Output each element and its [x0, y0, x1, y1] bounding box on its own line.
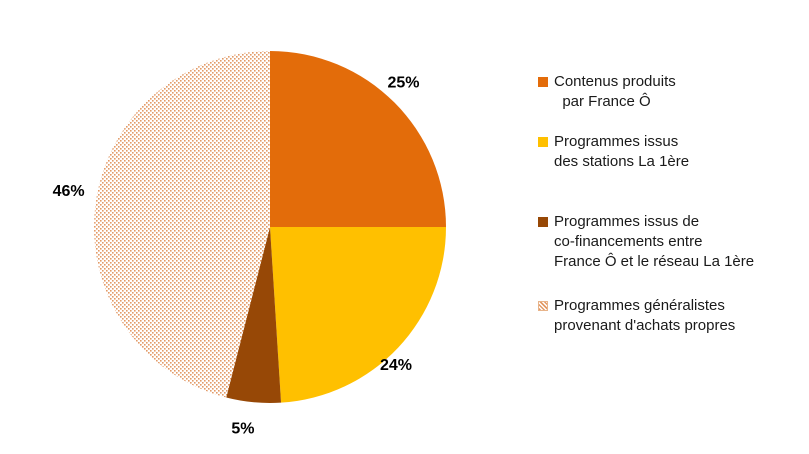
- legend-swatch: [538, 77, 548, 87]
- pie-slice: [270, 51, 446, 227]
- legend-label: Programmes issus des stations La 1ère: [554, 133, 690, 170]
- legend-swatch: [538, 137, 548, 147]
- legend-label: Contenus produits par France Ô: [554, 73, 676, 110]
- legend-item: Programmes issus des stations La 1ère: [538, 132, 754, 212]
- pie-slice: [270, 227, 446, 403]
- legend-item: Contenus produits par France Ô: [538, 72, 754, 132]
- pie-slice: [226, 227, 282, 403]
- legend-label: Programmes issus de co-financements entr…: [554, 213, 755, 270]
- slice-value-label: 5%: [231, 420, 254, 437]
- legend-swatch: [538, 301, 548, 311]
- legend-label: Programmes généralistes provenant d'acha…: [554, 297, 736, 334]
- legend-item: Programmes issus de co-financements entr…: [538, 212, 754, 296]
- slice-value-label: 24%: [380, 357, 412, 374]
- legend-swatch: [538, 217, 548, 227]
- pie-slice: [94, 51, 270, 398]
- legend: Contenus produits par France Ô Programme…: [538, 72, 754, 336]
- slice-value-label: 46%: [53, 183, 85, 200]
- legend-item: Programmes généralistes provenant d'acha…: [538, 296, 754, 336]
- slice-value-label: 25%: [387, 75, 419, 92]
